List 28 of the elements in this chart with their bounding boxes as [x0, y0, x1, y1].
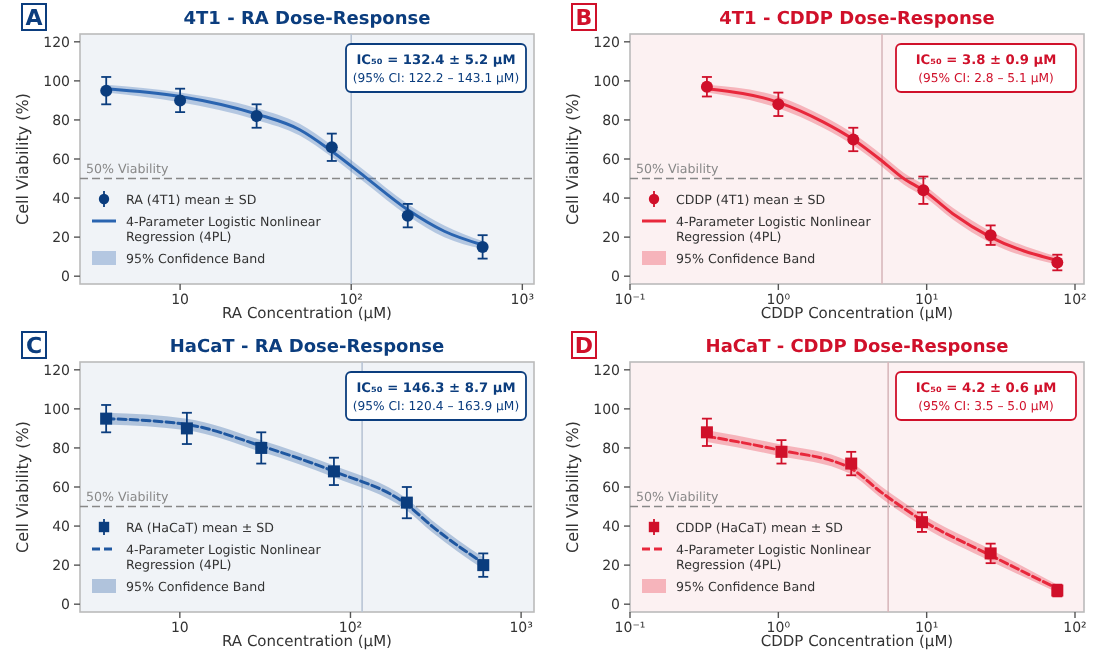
point [327, 465, 340, 478]
chart-title: 4T1 - RA Dose-Response [183, 10, 431, 30]
point [476, 240, 489, 253]
text: D [574, 333, 594, 359]
point [477, 559, 490, 572]
point [100, 84, 113, 97]
point [100, 412, 113, 425]
point [915, 516, 928, 529]
text: B [575, 5, 593, 31]
y-axis-title: Cell Viability (%) [14, 93, 32, 225]
point [401, 209, 414, 222]
chart-title: HaCaT - RA Dose-Response [169, 338, 445, 358]
point [174, 94, 187, 107]
chart-title: 4T1 - CDDP Dose-Response [719, 10, 995, 30]
chart-title: HaCaT - CDDP Dose-Response [705, 338, 1009, 358]
point [775, 445, 788, 458]
y-axis-title: Cell Viability (%) [14, 421, 32, 553]
text: C [25, 333, 43, 359]
y-axis-title: Cell Viability (%) [564, 93, 582, 225]
point [325, 141, 338, 154]
point [250, 110, 263, 123]
point [845, 457, 858, 470]
point [984, 547, 997, 560]
point [255, 441, 268, 454]
point [180, 422, 193, 435]
text: A [25, 5, 44, 31]
y-axis-title: Cell Viability (%) [564, 421, 582, 553]
point [400, 496, 413, 509]
